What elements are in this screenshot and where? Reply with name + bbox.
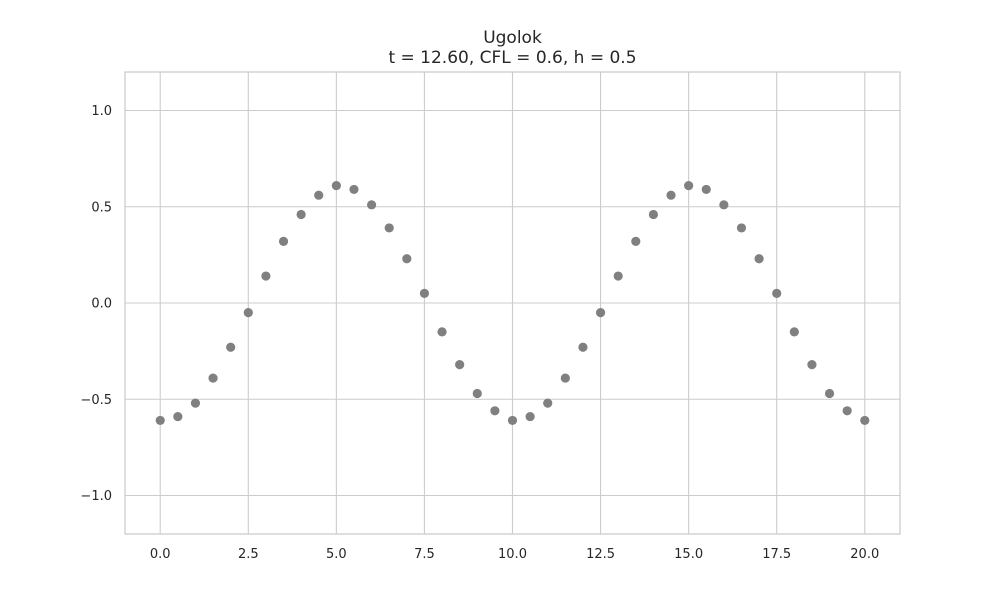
data-point <box>842 406 852 416</box>
x-axis-ticks: 0.0 2.5 5.0 7.5 10.0 12.5 15.0 17.5 20.0 <box>150 547 879 562</box>
data-point <box>296 209 306 220</box>
data-point <box>155 415 165 426</box>
x-tick-label: 12.5 <box>586 547 615 562</box>
x-tick-label: 2.5 <box>238 547 259 562</box>
x-tick-label: 20.0 <box>850 547 879 562</box>
x-tick-label: 17.5 <box>762 547 791 562</box>
data-point <box>402 254 412 264</box>
data-point <box>243 308 253 318</box>
data-point <box>560 373 570 383</box>
data-point <box>736 223 747 233</box>
data-point <box>331 180 341 191</box>
data-point <box>208 373 218 383</box>
data-point <box>190 398 201 408</box>
chart-title: Ugolok <box>483 28 542 48</box>
data-point <box>719 200 729 210</box>
data-point <box>472 388 482 399</box>
data-point <box>490 406 500 416</box>
y-tick-label: −0.5 <box>80 393 112 408</box>
data-point <box>824 388 835 399</box>
y-tick-label: 0.0 <box>91 297 112 312</box>
data-point <box>613 271 623 281</box>
data-point <box>631 236 641 246</box>
data-point <box>173 411 183 422</box>
data-point <box>807 360 817 370</box>
data-point <box>278 236 289 246</box>
plot-frame <box>124 71 901 535</box>
x-tick-label: 5.0 <box>326 547 347 562</box>
y-tick-label: 0.5 <box>91 200 112 215</box>
data-point <box>419 288 430 298</box>
data-point <box>349 184 359 195</box>
data-point <box>789 327 799 337</box>
x-tick-label: 7.5 <box>414 547 435 562</box>
data-point <box>754 254 764 264</box>
data-point <box>507 415 518 426</box>
data-point <box>648 209 659 220</box>
data-point <box>684 180 694 191</box>
y-tick-label: 1.0 <box>91 104 112 119</box>
grid <box>125 72 900 534</box>
data-point <box>666 190 676 200</box>
data-point <box>437 327 447 337</box>
data-point <box>701 184 711 195</box>
data-point <box>595 308 606 318</box>
data-points <box>155 180 870 426</box>
data-point <box>384 223 394 233</box>
x-tick-label: 10.0 <box>498 547 527 562</box>
data-point <box>860 415 870 426</box>
x-tick-label: 0.0 <box>150 547 171 562</box>
data-point <box>455 360 465 370</box>
data-point <box>314 190 324 200</box>
data-point <box>772 288 782 298</box>
data-point <box>226 342 236 352</box>
data-point <box>525 411 535 422</box>
x-tick-label: 15.0 <box>674 547 703 562</box>
y-tick-label: −1.0 <box>80 489 112 504</box>
chart-subtitle: t = 12.60, CFL = 0.6, h = 0.5 <box>388 48 636 68</box>
y-axis-ticks: −1.0 −0.5 0.0 0.5 1.0 <box>80 104 112 504</box>
data-point <box>261 271 271 281</box>
data-point <box>578 342 588 352</box>
data-point <box>543 398 553 408</box>
data-point <box>366 200 377 210</box>
